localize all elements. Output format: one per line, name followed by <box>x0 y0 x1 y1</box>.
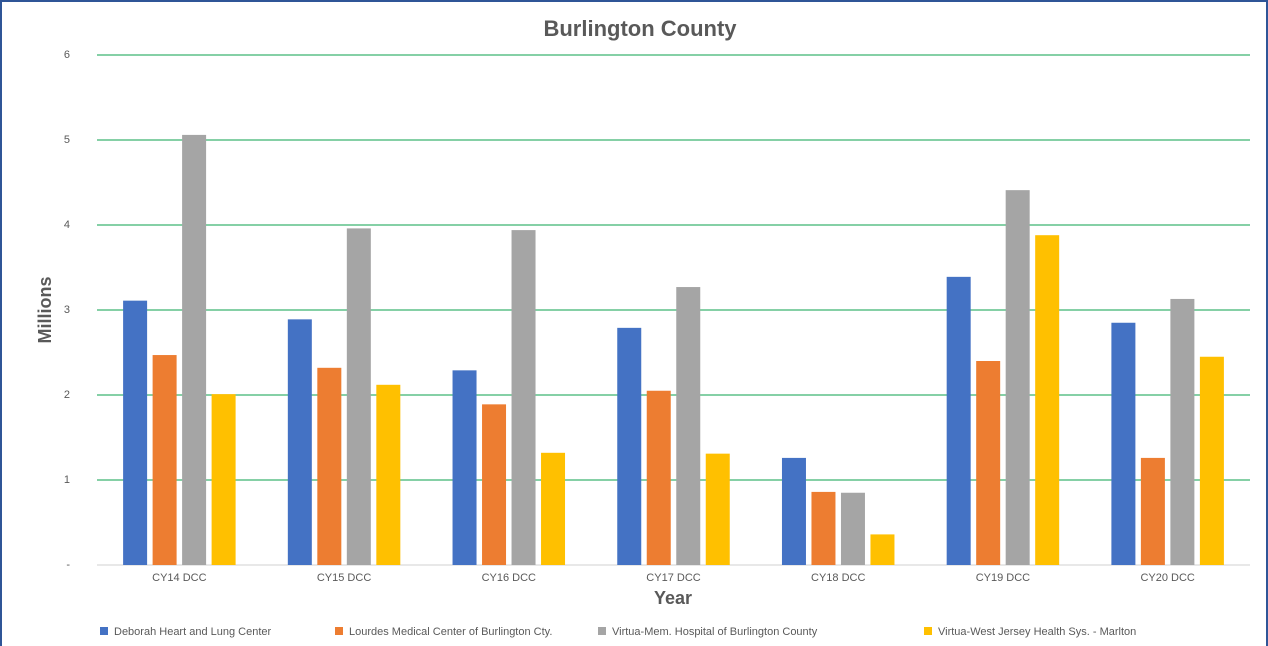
bar <box>976 361 1001 565</box>
x-axis-label: Year <box>654 588 692 608</box>
bar <box>1005 190 1030 565</box>
x-tick-label: CY19 DCC <box>976 572 1030 584</box>
y-tick-label: 5 <box>64 134 70 146</box>
x-tick-label: CY20 DCC <box>1140 572 1194 584</box>
y-tick-label: - <box>66 559 70 571</box>
chart-title: Burlington County <box>543 16 737 41</box>
bar <box>482 404 507 565</box>
legend-swatch <box>924 627 932 635</box>
bar <box>346 228 371 565</box>
bar <box>317 367 342 565</box>
legend-label: Deborah Heart and Lung Center <box>114 626 271 638</box>
bar <box>1199 356 1224 565</box>
bar <box>870 534 895 565</box>
bar <box>705 453 730 565</box>
legend-swatch <box>100 627 108 635</box>
y-tick-label: 4 <box>64 219 70 231</box>
bar <box>1170 298 1195 565</box>
bar <box>511 230 536 565</box>
legend-swatch <box>335 627 343 635</box>
y-tick-label: 3 <box>64 304 70 316</box>
bar <box>541 452 566 565</box>
bar <box>376 384 401 565</box>
bar <box>182 134 207 565</box>
legend-label: Lourdes Medical Center of Burlington Cty… <box>349 626 552 638</box>
x-tick-label: CY14 DCC <box>152 572 206 584</box>
x-tick-label: CY18 DCC <box>811 572 865 584</box>
bar <box>452 370 477 565</box>
bar <box>676 287 701 565</box>
bar <box>123 300 148 565</box>
y-tick-label: 2 <box>64 389 70 401</box>
bar <box>287 319 312 565</box>
y-tick-label: 6 <box>64 49 70 61</box>
bar <box>946 276 971 565</box>
x-tick-label: CY16 DCC <box>482 572 536 584</box>
bar <box>840 492 865 565</box>
bar <box>211 394 236 565</box>
legend-label: Virtua-Mem. Hospital of Burlington Count… <box>612 626 818 638</box>
legend-label: Virtua-West Jersey Health Sys. - Marlton <box>938 626 1136 638</box>
bar <box>1111 322 1136 565</box>
bar <box>617 327 642 565</box>
bar <box>811 491 836 565</box>
bar <box>781 457 806 565</box>
y-tick-label: 1 <box>64 474 70 486</box>
bar <box>152 355 177 565</box>
bar <box>1035 235 1060 565</box>
y-axis-label: Millions <box>35 277 55 344</box>
x-tick-label: CY15 DCC <box>317 572 371 584</box>
bar <box>646 390 671 565</box>
legend-swatch <box>598 627 606 635</box>
bar <box>1140 457 1165 565</box>
x-tick-label: CY17 DCC <box>646 572 700 584</box>
